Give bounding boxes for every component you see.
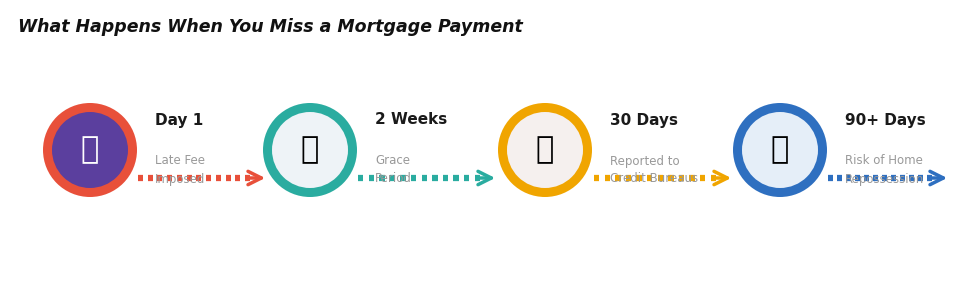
Circle shape: [497, 103, 591, 197]
Circle shape: [733, 103, 827, 197]
Text: 2 Weeks: 2 Weeks: [375, 112, 447, 128]
Text: Day 1: Day 1: [155, 112, 203, 128]
Text: 📅: 📅: [300, 136, 319, 164]
Text: 90+ Days: 90+ Days: [844, 112, 924, 128]
Text: Risk of Home
Repossession: Risk of Home Repossession: [844, 154, 923, 185]
Text: 🔍: 🔍: [535, 136, 553, 164]
Circle shape: [271, 112, 348, 188]
Circle shape: [43, 103, 137, 197]
Circle shape: [263, 103, 357, 197]
Text: 🏠: 🏠: [770, 136, 789, 164]
Text: Late Fee
Imposed: Late Fee Imposed: [155, 154, 205, 185]
Circle shape: [52, 112, 128, 188]
Text: 📆: 📆: [80, 136, 99, 164]
Text: What Happens When You Miss a Mortgage Payment: What Happens When You Miss a Mortgage Pa…: [18, 18, 522, 36]
Text: Grace
Period: Grace Period: [375, 154, 412, 185]
Text: Reported to
Credit Bureaus: Reported to Credit Bureaus: [610, 154, 698, 185]
Circle shape: [507, 112, 582, 188]
Circle shape: [741, 112, 817, 188]
Text: 30 Days: 30 Days: [610, 112, 677, 128]
